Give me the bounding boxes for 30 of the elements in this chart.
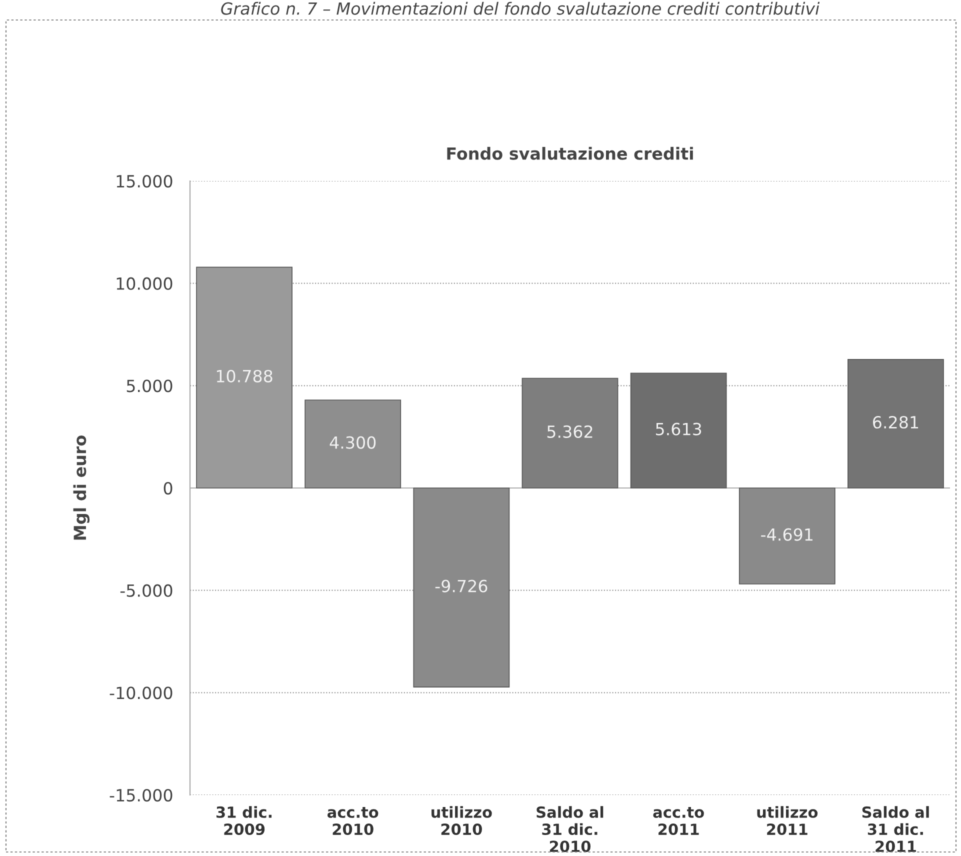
chart-title: Grafico n. 7 – Movimentazioni del fondo svalutazione crediti contributivi xyxy=(221,2,820,15)
y-tick-label: 5.000 xyxy=(126,380,172,392)
y-tick-label: -10.000 xyxy=(110,686,172,700)
data-label: 5.362 xyxy=(547,425,592,438)
x-tick-label: 31 dic. 2009 xyxy=(216,806,272,836)
y-axis-title: Mgl di euro xyxy=(73,436,90,540)
y-tick-label: -5.000 xyxy=(120,584,172,597)
y-tick-label: 0 xyxy=(164,482,172,495)
y-tick-label: -15.000 xyxy=(110,788,172,802)
x-tick-label: Saldo al 31 dic. 2011 xyxy=(862,806,929,852)
x-tick-label: Saldo al 31 dic. 2010 xyxy=(536,806,604,852)
data-label: 10.788 xyxy=(216,370,272,382)
x-tick-label: utilizzo 2010 xyxy=(432,806,492,836)
data-label: 5.613 xyxy=(656,422,702,436)
bar xyxy=(522,378,618,488)
y-tick-label: 15.000 xyxy=(116,174,172,188)
bar xyxy=(413,488,510,688)
bar xyxy=(848,359,944,488)
data-label: 6.281 xyxy=(873,416,918,429)
data-label: -4.691 xyxy=(761,528,812,541)
data-label: -9.726 xyxy=(435,580,488,592)
bar xyxy=(304,400,402,488)
chart-subtitle: Fondo svalutazione crediti xyxy=(447,146,693,160)
x-tick-label: acc.to 2011 xyxy=(653,806,704,836)
y-tick-label: 10.000 xyxy=(116,277,172,290)
x-tick-label: acc.to 2010 xyxy=(328,806,378,836)
data-label: 4.300 xyxy=(330,436,376,449)
x-tick-label: utilizzo 2011 xyxy=(757,806,818,836)
bar xyxy=(738,488,836,584)
bar xyxy=(630,372,727,488)
